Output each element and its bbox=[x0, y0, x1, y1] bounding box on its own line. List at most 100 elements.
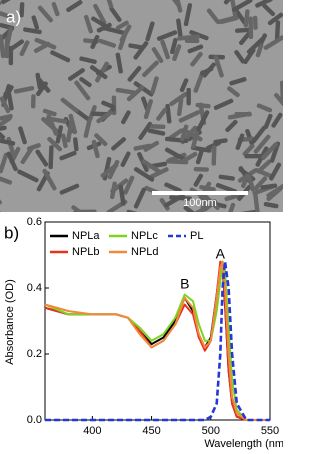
nanoplatelet bbox=[246, 37, 265, 55]
nanoplatelet bbox=[165, 103, 172, 124]
annotation: A bbox=[216, 246, 226, 262]
nanoplatelet bbox=[255, 0, 273, 8]
x-tick-label: 500 bbox=[202, 425, 220, 437]
nanoplatelet bbox=[42, 168, 57, 191]
nanoplatelet bbox=[211, 145, 217, 166]
nanoplatelet bbox=[46, 113, 59, 136]
nanoplatelet bbox=[79, 56, 97, 64]
nanoplatelet bbox=[227, 86, 240, 98]
nanoplatelet bbox=[271, 112, 283, 128]
nanoplatelet bbox=[96, 110, 113, 124]
nanoplatelet bbox=[253, 134, 271, 154]
nanoplatelet bbox=[73, 137, 79, 152]
nanoplatelet bbox=[234, 50, 246, 64]
annotation: B bbox=[180, 275, 189, 291]
nanoplatelet bbox=[235, 133, 245, 150]
nanoplatelet bbox=[0, 116, 12, 130]
nanoplatelet bbox=[179, 78, 189, 93]
nanoplatelet bbox=[164, 193, 185, 208]
nanoplatelet bbox=[0, 113, 13, 121]
nanoplatelet bbox=[118, 184, 126, 206]
nanoplatelet bbox=[39, 39, 57, 50]
nanoplatelet bbox=[19, 40, 30, 57]
nanoplatelet bbox=[59, 150, 77, 161]
nanoplatelet bbox=[225, 119, 238, 133]
y-tick-label: 0.0 bbox=[27, 414, 42, 426]
nanoplatelet bbox=[168, 128, 184, 140]
nanoplatelet bbox=[191, 204, 211, 212]
nanoplatelet bbox=[51, 2, 60, 17]
nanoplatelet bbox=[109, 6, 122, 23]
series-line bbox=[44, 260, 270, 421]
nanoplatelet bbox=[251, 125, 267, 144]
nanoplatelet bbox=[235, 209, 257, 212]
scale-bar-label: 100nm bbox=[183, 197, 217, 209]
nanoplatelet bbox=[147, 128, 166, 136]
nanoplatelet bbox=[256, 159, 272, 174]
nanoplatelet bbox=[269, 162, 282, 181]
nanoplatelet bbox=[267, 12, 283, 26]
nanoplatelet bbox=[23, 27, 42, 35]
nanoplatelet bbox=[193, 70, 205, 93]
nanoplatelet bbox=[91, 16, 106, 28]
nanoplatelet bbox=[101, 100, 116, 109]
nanoplatelet bbox=[0, 96, 11, 114]
legend-label: PL bbox=[190, 230, 203, 242]
nanoplatelet bbox=[241, 173, 250, 188]
nanoplatelet bbox=[50, 50, 71, 63]
nanoplatelet bbox=[156, 107, 168, 121]
nanoplatelet bbox=[93, 3, 107, 25]
nanoplatelet bbox=[96, 22, 112, 33]
nanoplatelet bbox=[141, 159, 161, 174]
scale-bar bbox=[152, 191, 248, 195]
nanoplatelet bbox=[164, 182, 182, 193]
nanoplatelet bbox=[174, 0, 183, 13]
nanoplatelet bbox=[8, 45, 14, 66]
nanoplatelet bbox=[151, 47, 164, 63]
nanoplatelet bbox=[89, 65, 108, 80]
nanoplatelet bbox=[172, 44, 182, 61]
nanoplatelet bbox=[30, 94, 36, 109]
nanoplatelet bbox=[225, 202, 236, 212]
y-tick-label: 0.6 bbox=[27, 216, 42, 228]
nanoplatelet bbox=[196, 110, 210, 132]
nanoplatelet bbox=[94, 133, 108, 147]
nanoplatelet bbox=[269, 141, 281, 163]
nanoplatelet bbox=[126, 209, 145, 212]
nanoplatelet bbox=[201, 192, 220, 210]
nanoplatelet bbox=[239, 31, 251, 46]
nanoplatelet bbox=[274, 20, 281, 41]
nanoplatelet bbox=[55, 125, 64, 144]
nanoplatelet bbox=[261, 142, 278, 160]
nanoplatelet bbox=[180, 124, 189, 142]
nanoplatelet bbox=[111, 137, 126, 151]
nanoplatelet bbox=[90, 34, 100, 50]
nanoplatelet bbox=[178, 110, 201, 123]
nanoplatelet bbox=[231, 0, 253, 12]
nanoplatelet bbox=[84, 14, 94, 34]
legend-label: NPLd bbox=[131, 246, 159, 258]
nanoplatelet bbox=[120, 151, 131, 167]
nanoplatelet bbox=[206, 8, 220, 24]
nanoplatelet bbox=[133, 143, 152, 151]
nanoplatelet bbox=[118, 31, 128, 51]
legend-label: NPLc bbox=[131, 230, 158, 242]
nanoplatelet bbox=[123, 175, 135, 195]
nanoplatelet bbox=[193, 173, 204, 187]
nanoplatelet bbox=[149, 167, 169, 179]
nanoplatelet bbox=[68, 68, 85, 81]
nanoplatelet bbox=[256, 103, 273, 113]
tem-image bbox=[0, 0, 283, 212]
nanoplatelet bbox=[35, 81, 48, 97]
nanoplatelet bbox=[0, 123, 6, 140]
nanoplatelet bbox=[115, 20, 129, 31]
nanoplatelet bbox=[143, 140, 160, 152]
nanoplatelet bbox=[150, 76, 159, 94]
nanoplatelet bbox=[262, 3, 276, 17]
nanoplatelet bbox=[115, 52, 123, 74]
nanoplatelet bbox=[260, 183, 278, 190]
series-line bbox=[45, 260, 270, 422]
nanoplatelet bbox=[246, 174, 256, 192]
y-axis-label: Absorbance (OD) bbox=[4, 279, 16, 365]
nanoplatelet bbox=[274, 92, 283, 109]
